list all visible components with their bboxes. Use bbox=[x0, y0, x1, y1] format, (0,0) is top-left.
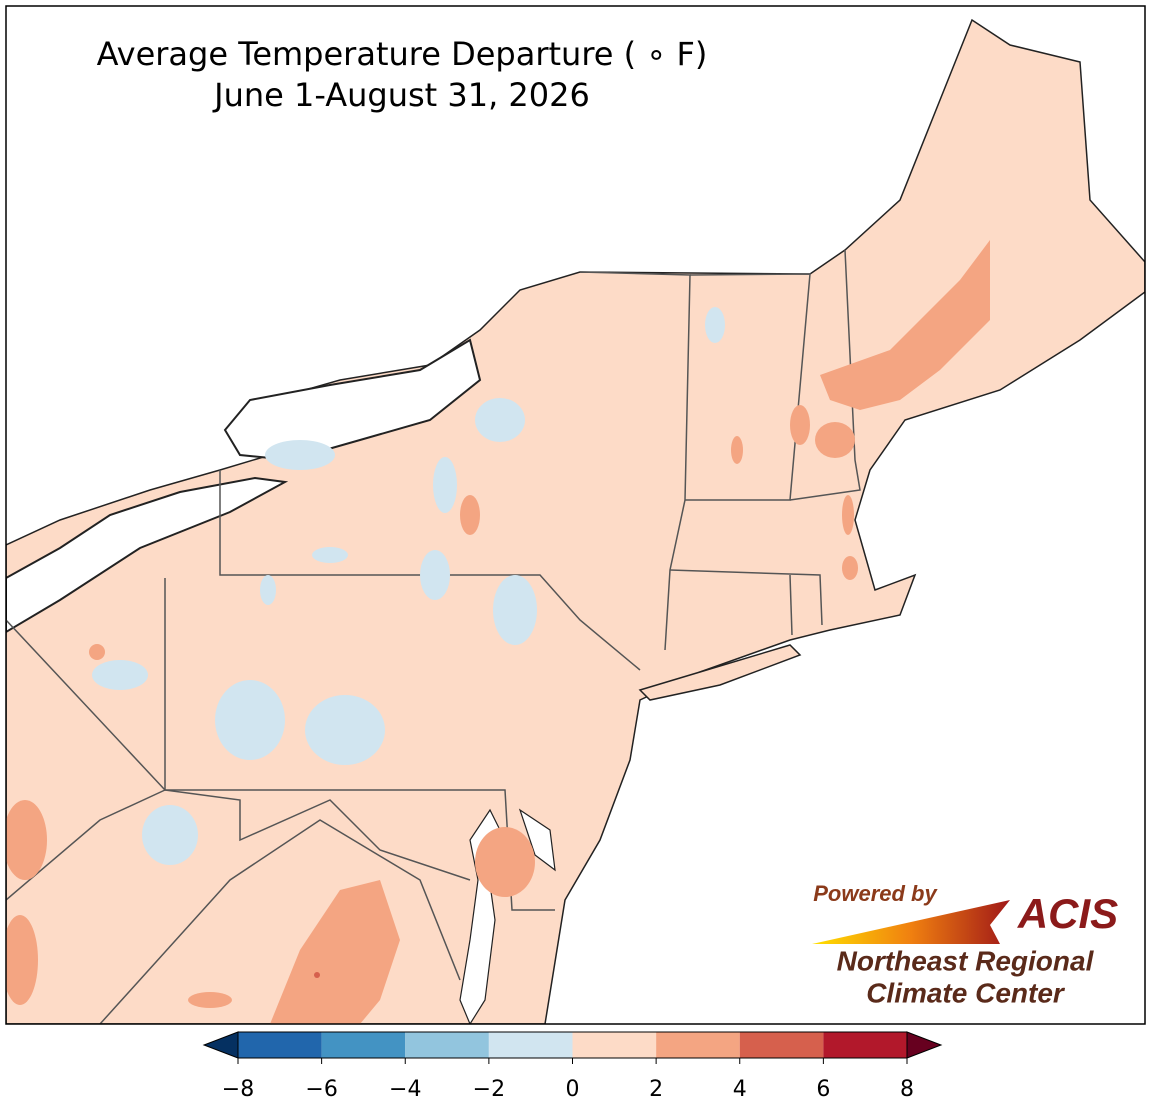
below-normal-areas bbox=[92, 307, 725, 865]
lake-erie bbox=[6, 476, 289, 634]
colorbar-tick-label: 4 bbox=[733, 1077, 747, 1102]
long-island bbox=[638, 644, 802, 701]
state-borders bbox=[6, 249, 861, 1024]
colorbar-segment bbox=[238, 1032, 322, 1058]
delaware-bay bbox=[518, 808, 556, 872]
colorbar-segment bbox=[572, 1032, 657, 1058]
colorbar-segment bbox=[321, 1032, 406, 1058]
colorbar-tick-label: −8 bbox=[222, 1077, 254, 1102]
colorbar-tick-label: −6 bbox=[305, 1077, 337, 1102]
chesapeake-bay bbox=[459, 808, 501, 1024]
colorbar-tick-label: 6 bbox=[816, 1077, 830, 1102]
colorbar-segment bbox=[823, 1032, 907, 1058]
colorbar-tick-label: 0 bbox=[566, 1077, 580, 1102]
above-normal-areas bbox=[6, 240, 990, 1024]
org-line-1: Northeast Regional bbox=[837, 945, 1095, 976]
map-subtitle: June 1-August 31, 2026 bbox=[212, 76, 590, 114]
org-line-2: Climate Center bbox=[866, 977, 1066, 1008]
colorbar-segment bbox=[488, 1032, 573, 1058]
colorbar-tick-label: −4 bbox=[389, 1077, 421, 1102]
map-area bbox=[6, 18, 1145, 1024]
colorbar-segment bbox=[405, 1032, 489, 1058]
colorbar-tick-label: 8 bbox=[900, 1077, 914, 1102]
colorbar-under bbox=[202, 1031, 239, 1059]
colorbar-tick-label: 2 bbox=[649, 1077, 663, 1102]
colorbar-segment bbox=[739, 1032, 824, 1058]
colorbar: −8 −6 −4 −2 0 2 4 6 8 bbox=[202, 1031, 943, 1102]
credit-logo: Powered by ACIS Northeast Regional Clima… bbox=[812, 881, 1118, 1008]
powered-by: Powered by bbox=[813, 881, 938, 906]
map-title: Average Temperature Departure ( ∘ F) bbox=[97, 35, 708, 73]
logo-swoosh bbox=[812, 900, 1010, 944]
map-frame bbox=[5, 5, 1146, 1025]
colorbar-tick-label: −2 bbox=[473, 1077, 505, 1102]
logo-acis: ACIS bbox=[1017, 890, 1118, 937]
warm-spot bbox=[314, 972, 320, 978]
colorbar-over bbox=[906, 1031, 943, 1059]
colorbar-segment bbox=[656, 1032, 740, 1058]
